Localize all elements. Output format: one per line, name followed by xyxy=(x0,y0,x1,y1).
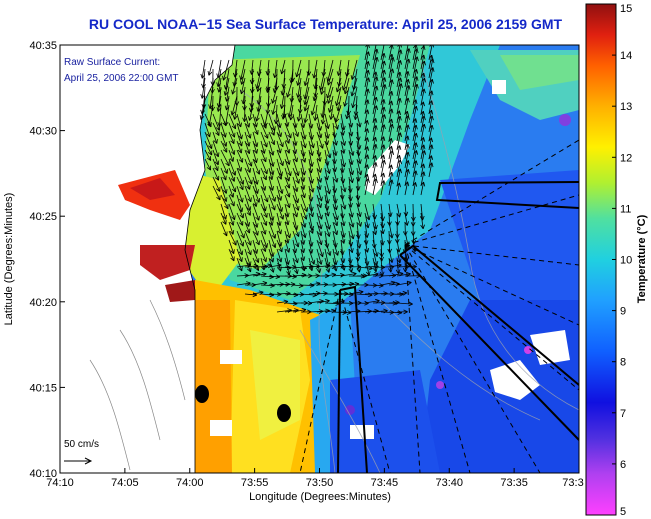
colorbar-label: Temperature (°C) xyxy=(636,214,648,303)
colorbar-tick-label: 11 xyxy=(620,203,631,215)
y-tick-label: 40:15 xyxy=(29,382,57,394)
colorbar-tick-label: 5 xyxy=(620,506,626,518)
x-tick-label: 73:55 xyxy=(241,477,269,489)
x-tick-label: 74:05 xyxy=(111,477,139,489)
x-tick-label: 73:3 xyxy=(562,477,583,489)
y-axis-label: Latitude (Degrees:Minutes) xyxy=(3,193,15,326)
colorbar-tick-label: 13 xyxy=(620,101,632,113)
x-axis: 74:10 74:05 74:00 73:55 73:50 73:45 73:40 73:35… xyxy=(46,468,584,489)
colorbar-tick-label: 8 xyxy=(620,357,626,369)
colorbar-tick-label: 14 xyxy=(620,50,632,62)
x-tick-label: 74:00 xyxy=(176,477,204,489)
x-tick-label: 74:10 xyxy=(46,477,74,489)
station-marker xyxy=(277,404,291,422)
x-tick-label: 73:40 xyxy=(435,477,463,489)
x-axis-label: Longitude (Degrees:Minutes) xyxy=(249,491,391,503)
y-tick-label: 40:20 xyxy=(29,297,57,309)
colorbar-tick-label: 6 xyxy=(620,459,626,471)
x-tick-label: 73:50 xyxy=(306,477,334,489)
sst-field xyxy=(60,45,579,473)
y-tick-label: 40:10 xyxy=(29,468,57,480)
annotation-line-2: April 25, 2006 22:00 GMT xyxy=(64,73,179,84)
y-axis: 40:35 40:30 40:25 40:20 40:15 40:10 xyxy=(29,40,65,480)
colorbar-tick-label: 10 xyxy=(620,255,632,267)
annotation-line-1: Raw Surface Current: xyxy=(64,57,160,68)
scale-label: 50 cm/s xyxy=(64,439,99,450)
radar-lines xyxy=(299,139,579,473)
y-tick-label: 40:35 xyxy=(29,40,57,52)
colorbar-ticks: 15 14 13 12 11 10 9 8 7 6 5 xyxy=(612,3,632,518)
colorbar-tick-label: 15 xyxy=(620,3,632,15)
x-tick-label: 73:35 xyxy=(500,477,528,489)
y-tick-label: 40:25 xyxy=(29,211,57,223)
colorbar-tick-label: 7 xyxy=(620,408,626,420)
x-tick-label: 73:45 xyxy=(371,477,399,489)
station-marker xyxy=(195,385,209,403)
current-vectors xyxy=(199,45,435,315)
y-tick-label: 40:30 xyxy=(29,126,57,138)
colorbar-tick-label: 12 xyxy=(620,152,632,164)
chart-title: RU COOL NOAA−15 Sea Surface Temperature:… xyxy=(88,16,563,32)
colorbar-tick-label: 9 xyxy=(620,306,626,318)
colorbar xyxy=(585,3,617,516)
